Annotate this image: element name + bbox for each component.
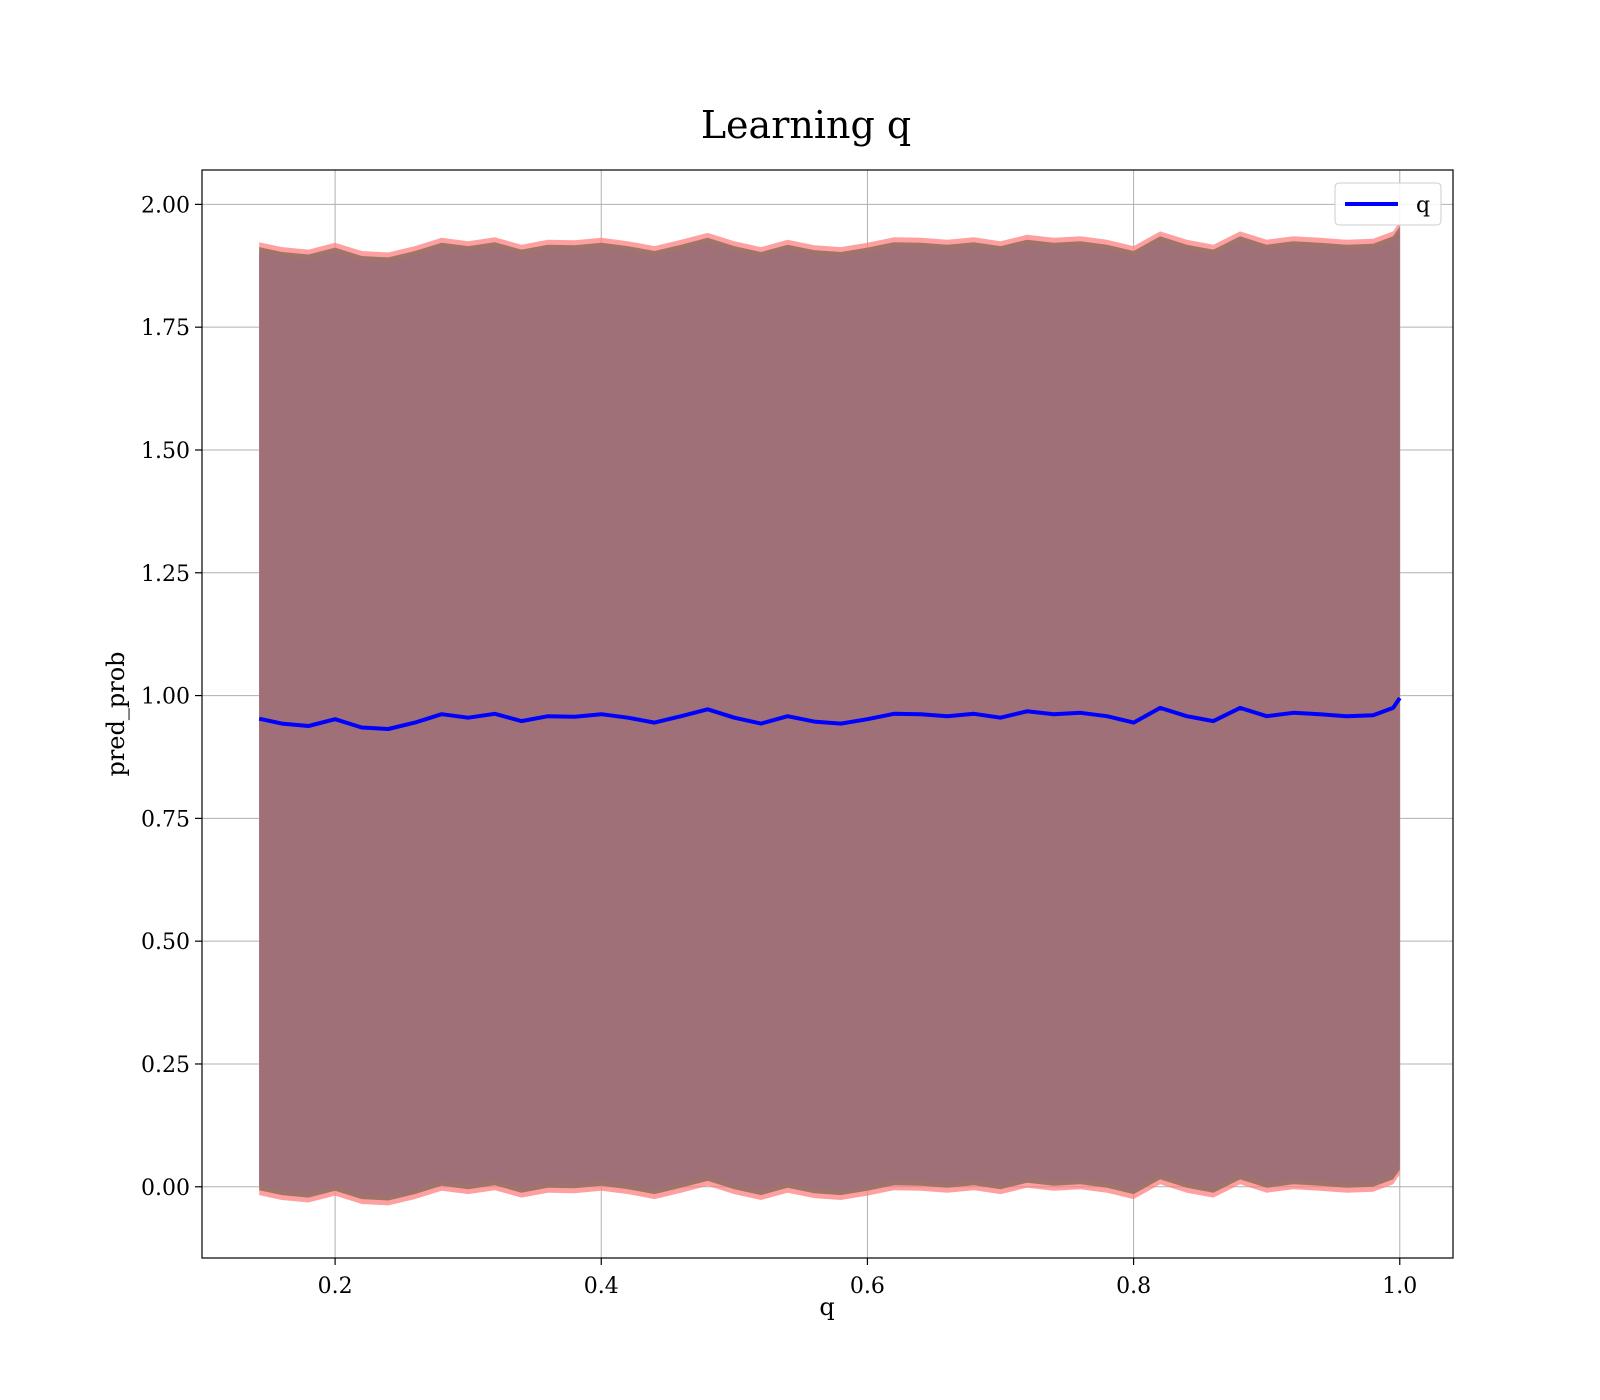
y-tick-label: 1.25	[141, 562, 190, 587]
x-tick-label: 0.6	[850, 1274, 885, 1299]
y-axis-label: pred_prob	[102, 651, 130, 776]
y-tick-label: 0.50	[141, 930, 190, 955]
legend: q	[1334, 182, 1442, 226]
y-tick-label: 1.75	[141, 316, 190, 341]
y-tick-label: 1.50	[141, 439, 190, 464]
y-tick-label: 1.00	[141, 685, 190, 710]
series-lines	[258, 696, 1402, 731]
x-axis-ticks: 0.2 0.4 0.6 0.8 1.0	[318, 1258, 1417, 1299]
x-tick-label: 1.0	[1382, 1274, 1417, 1299]
series-line-q	[258, 696, 1402, 731]
y-tick-label: 2.00	[141, 193, 190, 218]
y-tick-label: 0.00	[141, 1176, 190, 1201]
band-inner	[259, 231, 1400, 1196]
chart-title: Learning q	[701, 103, 911, 147]
x-tick-label: 0.2	[318, 1274, 353, 1299]
confidence-bands	[259, 221, 1400, 1206]
x-axis-label: q	[819, 1293, 834, 1321]
legend-entry-q: q	[1416, 193, 1430, 218]
y-tick-label: 0.75	[141, 807, 190, 832]
y-axis-ticks: 0.00 0.25 0.50 0.75 1.00 1.25 1.50 1.75 2.00	[141, 193, 202, 1201]
y-tick-label: 0.25	[141, 1053, 190, 1078]
x-tick-label: 0.4	[584, 1274, 619, 1299]
x-tick-label: 0.8	[1116, 1274, 1151, 1299]
plot-area-frame	[201, 169, 1454, 1259]
